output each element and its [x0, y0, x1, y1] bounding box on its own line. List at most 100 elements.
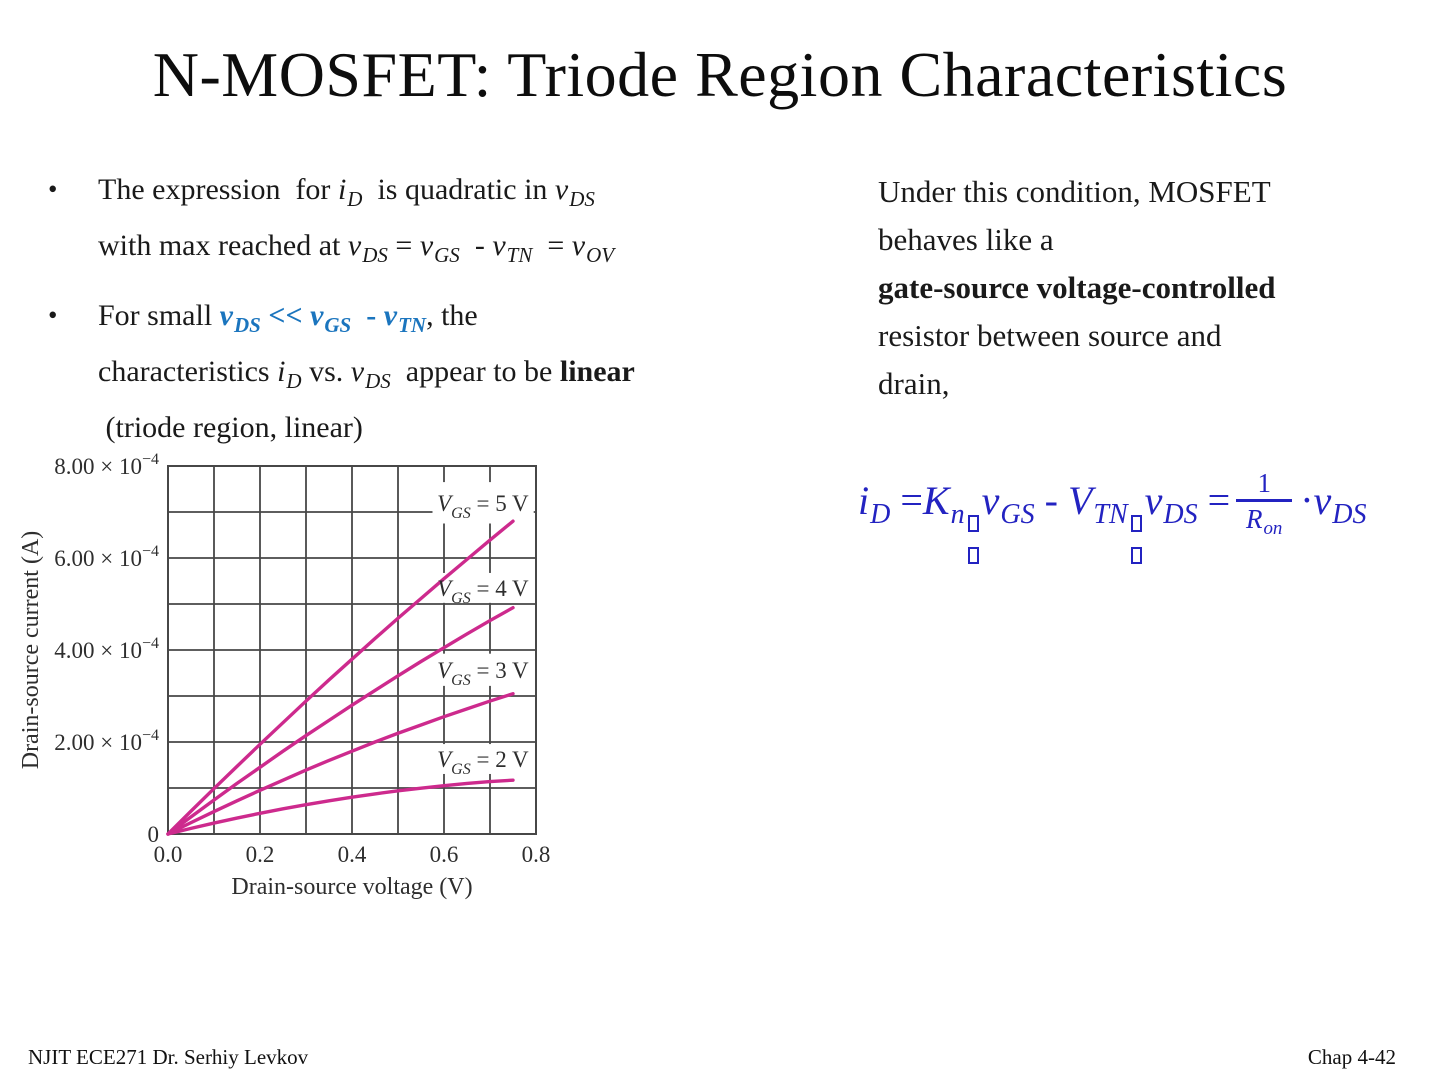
curve-label-mask	[432, 482, 534, 524]
equation-variable: vDS	[1313, 477, 1367, 531]
triode-characteristics-chart: VGS = 5 V VGS = 4 V VGS = 3 V VGS = 2 V 8.00…	[18, 443, 578, 913]
curve-label-mask	[432, 744, 534, 774]
text-run: (triode region, linear)	[98, 411, 363, 444]
footer-course-label: NJIT ECE271 Dr. Serhiy Levkov	[28, 1045, 309, 1069]
x-axis-tick-label: 0.4	[338, 842, 367, 867]
bullet-text-linear: For small vDS << vGS - vTN, the character…	[98, 289, 635, 454]
subscript-text: D	[286, 369, 302, 394]
text-run: -	[459, 229, 493, 262]
curve-vgs-4-v	[166, 605, 515, 836]
curve-label-mask	[432, 572, 534, 603]
text-run: <<	[260, 299, 311, 332]
subscript-text: DS	[234, 313, 261, 338]
equation-operator: =	[890, 477, 923, 523]
subscript-text: OV	[586, 243, 615, 268]
footer-page-number: Chap 4-42	[1307, 1045, 1396, 1069]
subscript-text: GS	[324, 313, 352, 338]
text-line: The expression for iD is quadratic in vD…	[98, 163, 614, 219]
subscript-text: DS	[569, 187, 595, 212]
y-axis-tick-label: 4.00 × 10−4	[54, 635, 159, 663]
curve-vgs-5-v	[166, 519, 515, 836]
text-run: v	[554, 173, 569, 206]
chart-svg: VGS = 5 V VGS = 4 V VGS = 3 V VGS = 2 V 8.00…	[18, 451, 551, 900]
text-line: resistor between source and	[878, 312, 1428, 360]
x-axis-tick-label: 0.0	[154, 842, 183, 867]
x-axis-tick-label: 0.2	[246, 842, 275, 867]
text-run: =	[532, 229, 572, 262]
y-axis-tick-label: 8.00 × 10−4	[54, 451, 159, 479]
equation-operator: -	[1034, 477, 1068, 523]
bullet-item-linear: • For small vDS << vGS - vTN, the charact…	[48, 289, 858, 454]
text-run: The expression for	[98, 173, 338, 206]
text-run: resistor between source and	[878, 318, 1222, 353]
text-run: v	[419, 229, 434, 262]
subscript-text: TN	[506, 243, 533, 268]
text-line: For small vDS << vGS - vTN, the	[98, 289, 635, 345]
y-axis-tick-label: 6.00 × 10−4	[54, 543, 159, 571]
bullet-marker: •	[48, 174, 58, 204]
curve-label: VGS = 4 V	[437, 576, 529, 607]
missing-glyph-bracket	[967, 514, 979, 564]
text-run: Under this condition, MOSFET	[878, 174, 1271, 209]
curve-label-mask	[432, 653, 534, 686]
text-run: characteristics	[98, 355, 278, 388]
text-run: , the	[426, 299, 478, 332]
text-run: gate-source voltage-controlled	[878, 270, 1276, 305]
subscript-text: D	[347, 187, 363, 212]
curve-vgs-2-v	[166, 778, 515, 836]
x-axis-tick-label: 0.8	[522, 842, 551, 867]
bullet-text-quadratic: The expression for iD is quadratic in vD…	[98, 163, 614, 275]
text-run: v	[492, 229, 506, 262]
y-axis-tick-label: 2.00 × 10−4	[54, 727, 159, 755]
missing-glyph-bracket	[1130, 514, 1142, 564]
plot-border	[167, 465, 537, 835]
page-title: N-MOSFET: Triode Region Characteristics	[152, 39, 1288, 110]
curve-label: VGS = 3 V	[437, 658, 529, 689]
bullet-marker: •	[48, 300, 58, 330]
text-run: v	[383, 299, 398, 332]
text-run: with max reached at	[98, 229, 348, 262]
bullet-list: • The expression for iD is quadratic in …	[48, 163, 858, 468]
y-axis-title: Drain-source current (A)	[18, 531, 44, 770]
equation-operator: =	[1197, 477, 1231, 523]
curve-label: VGS = 2 V	[437, 747, 529, 778]
subscript-text: DS	[365, 369, 391, 394]
text-run: appear to be	[390, 355, 560, 388]
text-run: behaves like a	[878, 222, 1054, 257]
bullet-item-quadratic: • The expression for iD is quadratic in …	[48, 163, 858, 275]
y-axis-tick-label: 0	[148, 822, 160, 847]
text-run: i	[277, 355, 286, 388]
drain-current-equation: iD =Kn vGS - VTN vDS = 1 Ron ·vDS	[858, 470, 1367, 564]
text-run: v	[310, 299, 324, 332]
subscript-text: GS	[434, 243, 460, 268]
text-line: characteristics iD vs. vDS appear to be …	[98, 345, 635, 401]
text-run: For small	[98, 299, 220, 332]
text-run: =	[387, 229, 420, 262]
text-line: with max reached at vDS = vGS - vTN = vO…	[98, 219, 614, 275]
x-axis-tick-label: 0.6	[430, 842, 459, 867]
text-run: is quadratic in	[362, 173, 555, 206]
text-run: drain,	[878, 366, 950, 401]
text-run: -	[351, 299, 384, 332]
curve-vgs-3-v	[166, 691, 515, 836]
equation-variable: VTN	[1067, 477, 1128, 531]
text-run: v	[347, 229, 362, 262]
text-line: behaves like a	[878, 216, 1428, 264]
text-run: v	[571, 229, 586, 262]
x-axis-title: Drain-source voltage (V)	[231, 874, 472, 900]
equation-operator: ·	[1300, 477, 1314, 523]
equation-fraction: 1 Ron	[1236, 470, 1293, 539]
right-paragraph: Under this condition, MOSFET behaves like…	[878, 168, 1428, 408]
curve-label: VGS = 5 V	[437, 491, 529, 522]
equation-variable: Kn	[922, 477, 965, 531]
text-run: vs.	[301, 355, 351, 388]
text-run: linear	[559, 355, 635, 388]
equation-variable: vGS	[981, 477, 1035, 531]
text-line: Under this condition, MOSFET	[878, 168, 1428, 216]
text-line: (triode region, linear)	[98, 401, 635, 454]
equation-variable: iD	[858, 477, 891, 531]
equation-variable: vDS	[1144, 477, 1198, 531]
text-line: drain,	[878, 360, 1428, 408]
subscript-text: TN	[398, 313, 427, 338]
